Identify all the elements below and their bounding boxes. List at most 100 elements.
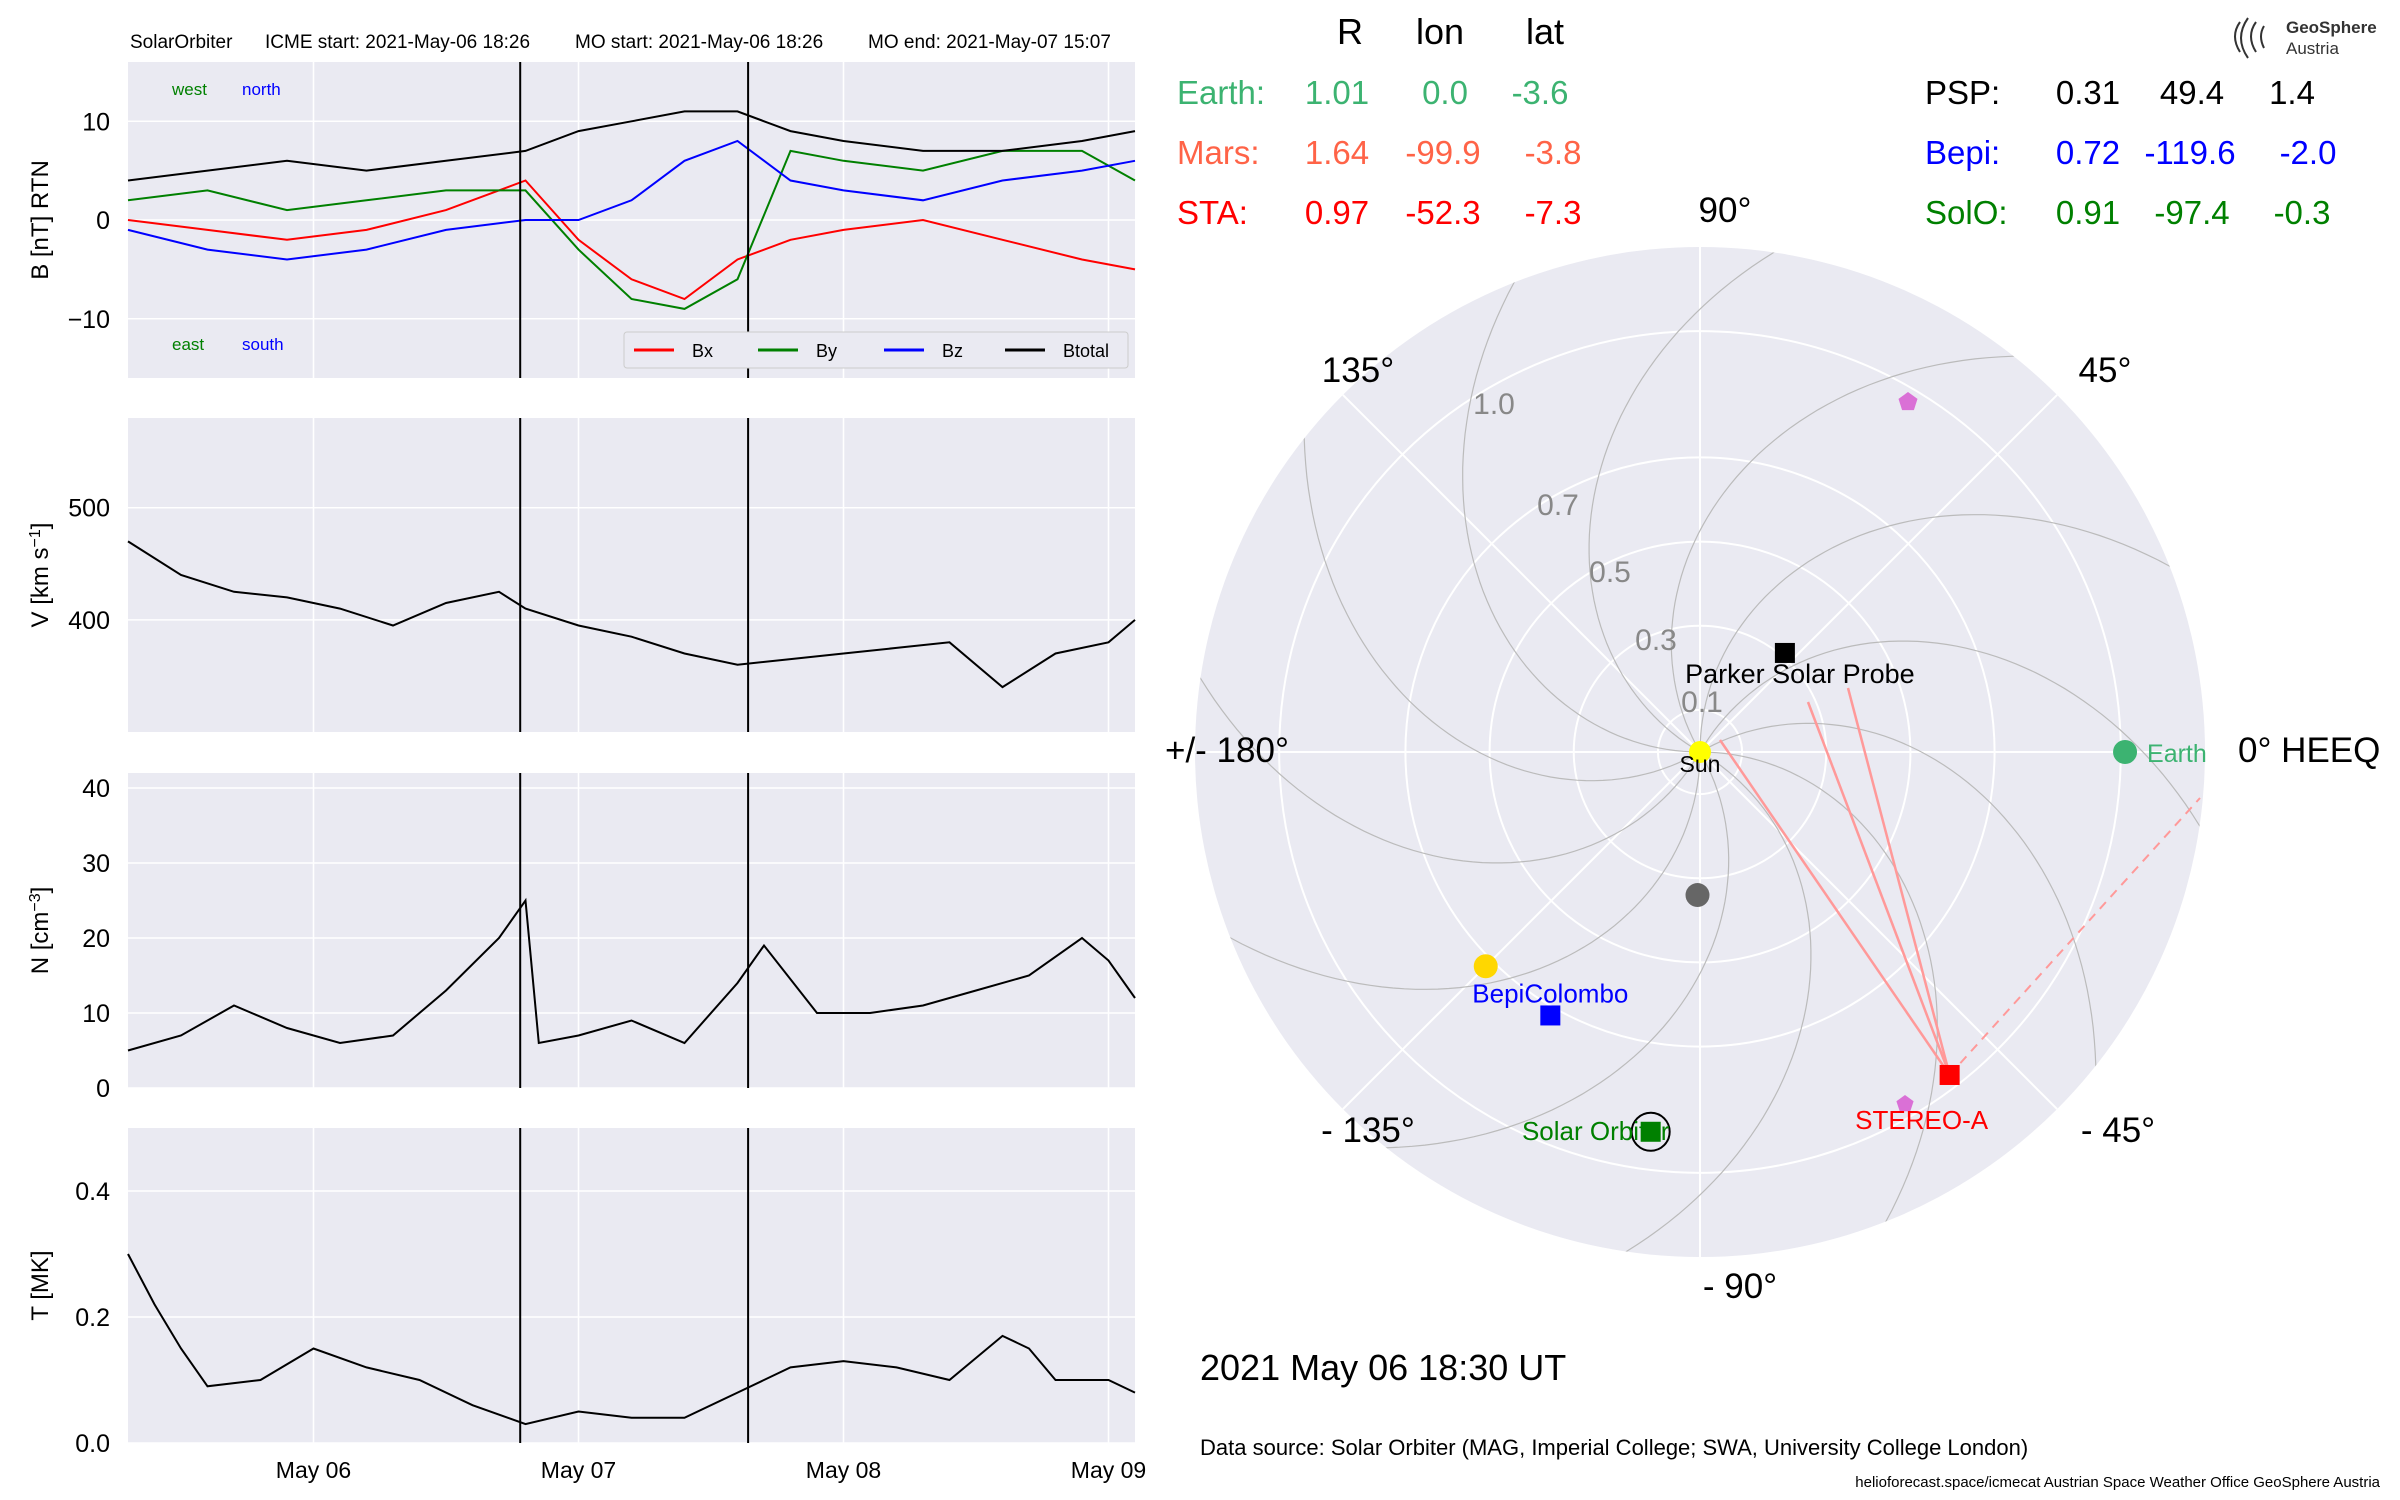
angle-label-am135: - 135° [1321, 1111, 1415, 1150]
pos-psp-name: PSP: [1925, 74, 2000, 111]
pos-mars-lat: -3.8 [1525, 134, 1582, 171]
y-axis-label: B [nT] RTN [27, 160, 54, 280]
pos-psp-lon: 49.4 [2160, 74, 2224, 111]
legend-label-bz: Bz [942, 341, 963, 361]
angular-grid-line [1342, 394, 1701, 753]
pos-earth-lat: -3.6 [1512, 74, 1569, 111]
pink-marker-upper [1898, 392, 1918, 411]
y-tick-label: 500 [68, 495, 110, 523]
series-btotal [127, 110, 1136, 182]
sightline [1846, 687, 1951, 1076]
radial-tick-label: 0.5 [1589, 556, 1631, 589]
radial-tick-label: 0.1 [1681, 686, 1723, 719]
col-header-lon: lon [1416, 11, 1464, 52]
y-tick-label: 0.2 [75, 1304, 110, 1332]
pos-bepi-lon: -119.6 [2144, 134, 2235, 171]
y-axis-label: N [cm−3] [27, 887, 55, 975]
solar-orbiter-marker [1640, 1121, 1661, 1142]
sun-marker [1689, 741, 1711, 763]
pos-mars-lon: -99.9 [1405, 134, 1480, 171]
parker-spiral-line [1588, 247, 1958, 753]
radial-tick-label: 1.0 [1473, 388, 1515, 421]
pos-psp-r: 0.31 [2056, 74, 2120, 111]
x-tick-label: May 09 [1071, 1457, 1146, 1483]
sightline-dashed [1807, 701, 1951, 1076]
legend: Bx By Bz Btotal [623, 331, 1129, 369]
panel-background [128, 1128, 1135, 1443]
sightline [1718, 739, 1951, 1076]
y-axis-label: V [km s−1] [27, 523, 55, 628]
label-east: east [172, 335, 204, 354]
label-sun: Sun [1680, 751, 1721, 777]
parker-spiral-line [1442, 751, 1812, 1257]
pos-sta-name: STA: [1177, 194, 1248, 231]
series-bz [127, 139, 1136, 261]
pos-bepi-name: Bepi: [1925, 134, 2000, 171]
data-source: Data source: Solar Orbiter (MAG, Imperia… [1200, 1435, 2028, 1460]
header-icme-start: ICME start: 2021-May-06 18:26 [265, 32, 530, 53]
venus-marker [1473, 954, 1498, 979]
y-tick-label: 10 [82, 108, 110, 136]
angle-label-a135: 135° [1322, 351, 1394, 390]
pos-bepi-r: 0.72 [2056, 134, 2120, 171]
pos-sta-lat: -7.3 [1525, 194, 1582, 231]
pos-solo-lon: -97.4 [2154, 194, 2229, 231]
label-parker-solar-probe: Parker Solar Probe [1685, 659, 1915, 689]
radial-tick-label: 0.3 [1635, 624, 1677, 657]
parker-spiral-line [1699, 640, 2205, 1010]
datetime-label: 2021 May 06 18:30 UT [1200, 1347, 1566, 1388]
timeseries-panels: 10 0 −10 B [nT] RTN west north east south Bx By Bz… [27, 62, 1146, 1483]
y-tick-label: 40 [82, 775, 110, 803]
pos-bepi-lat: -2.0 [2280, 134, 2337, 171]
pos-earth-lon: 0.0 [1422, 74, 1468, 111]
angle-label-am45: - 45° [2081, 1111, 2155, 1150]
series-by [127, 149, 1136, 310]
y-tick-label: 0.0 [75, 1430, 110, 1458]
y-tick-label: 0 [96, 1075, 110, 1103]
label-bepicolombo: BepiColombo [1472, 978, 1628, 1008]
series-t [127, 1253, 1136, 1426]
y-tick-label: 0 [96, 207, 110, 235]
earth-marker [2113, 740, 2138, 764]
legend-label-by: By [816, 341, 837, 361]
series-n [127, 897, 1136, 1052]
geosphere-logo: GeoSphere Austria [2234, 17, 2377, 59]
y-axis-label: T [MK] [27, 1250, 54, 1320]
credits: helioforecast.space/icmecat Austrian Spa… [1855, 1474, 2380, 1491]
y-tick-label: 400 [68, 607, 110, 635]
col-header-lat: lat [1526, 11, 1564, 52]
label-west: west [171, 80, 207, 99]
geosphere-logo-icon [2234, 17, 2265, 59]
stereo-a-marker [1939, 1064, 1960, 1085]
panel-speed: 500 400 V [km s−1] [27, 418, 1136, 732]
x-tick-label: May 06 [276, 1457, 351, 1483]
y-tick-label: 30 [82, 850, 110, 878]
parker-solar-probe-marker [1774, 642, 1795, 663]
header-mo-end: MO end: 2021-May-07 15:07 [868, 32, 1111, 53]
series-v [127, 540, 1136, 689]
pos-solo-r: 0.91 [2056, 194, 2120, 231]
label-solar-orbiter: Solar Orbiter [1522, 1116, 1670, 1146]
header-mo-start: MO start: 2021-May-06 18:26 [575, 32, 823, 53]
angular-grid-line [1342, 751, 1701, 1110]
y-tick-label: −10 [68, 306, 110, 334]
panel-temperature: 0.4 0.2 0.0 T [MK] May 06 May 07 May 08 May 09 [27, 1128, 1146, 1483]
pos-mars-r: 1.64 [1305, 134, 1369, 171]
x-tick-label: May 08 [806, 1457, 881, 1483]
angle-label-a90: 90° [1699, 191, 1752, 230]
panel-background [128, 418, 1135, 732]
panel-magnetic_field: 10 0 −10 B [nT] RTN west north east south Bx By Bz… [27, 62, 1136, 378]
stereo-a-sightlines [1718, 687, 2201, 1076]
pos-earth-name: Earth: [1177, 74, 1265, 111]
pos-mars-name: Mars: [1177, 134, 1260, 171]
position-table: R lon lat Earth: 1.01 0.0 -3.6 Mars: 1.6… [1177, 11, 2336, 231]
angle-label-a180: +/- 180° [1165, 731, 1289, 770]
label-stereo-a: STEREO-A [1855, 1105, 1989, 1135]
angular-grid-line [1699, 751, 2058, 1110]
col-header-r: R [1337, 11, 1363, 52]
angle-label-a0: 0° HEEQ [2238, 731, 2380, 770]
solar-orbiter-ring [1630, 1111, 1671, 1152]
angular-grid-line [1699, 394, 2058, 753]
panel-background [128, 773, 1135, 1088]
